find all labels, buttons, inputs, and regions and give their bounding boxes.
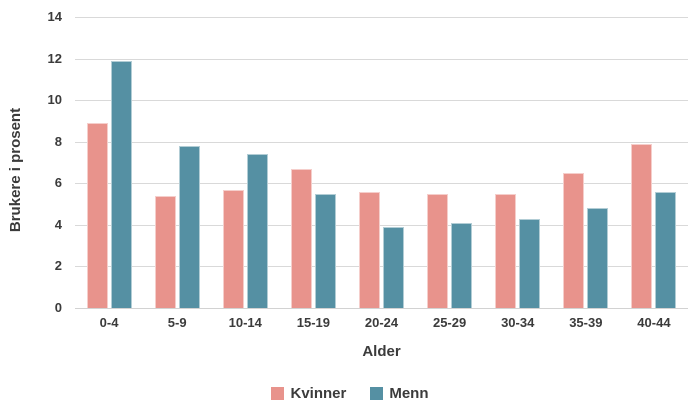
bar-menn-35-39 (587, 208, 609, 308)
y-tick-label: 6 (54, 175, 62, 191)
bar-kvinner-35-39 (563, 172, 585, 308)
bar-kvinner-30-34 (495, 193, 517, 308)
bar-kvinner-15-19 (290, 168, 312, 308)
bar-group-15-19 (279, 17, 347, 308)
x-tick-label: 30-34 (501, 315, 535, 330)
bar-kvinner-25-29 (427, 193, 449, 308)
y-tick-label: 0 (54, 300, 62, 315)
bar-group-40-44 (620, 17, 688, 308)
y-tick-label: 12 (47, 50, 62, 66)
bar-menn-0-4 (110, 60, 132, 308)
legend-swatch-menn (370, 387, 384, 400)
legend-label: Menn (389, 385, 429, 402)
bar-menn-30-34 (519, 218, 541, 308)
x-tick-label: 15-19 (296, 315, 330, 330)
bar-kvinner-0-4 (86, 123, 108, 308)
bar-menn-10-14 (246, 154, 268, 308)
bar-group-20-24 (347, 17, 415, 308)
bar-kvinner-20-24 (358, 191, 380, 308)
x-tick-label: 0-4 (99, 315, 119, 330)
legend-item-kvinner: Kvinner (271, 385, 346, 402)
y-axis: 0 2 4 6 8 10 12 14 (0, 0, 64, 420)
x-tick-label: 20-24 (364, 315, 399, 330)
bar-menn-5-9 (178, 145, 200, 308)
gridline (75, 141, 688, 143)
bar-kvinner-10-14 (222, 189, 244, 308)
bar-group-35-39 (552, 17, 620, 308)
plot-area (75, 17, 688, 309)
x-tick-label: 35-39 (569, 315, 603, 330)
x-tick-label: 5-9 (167, 315, 187, 330)
legend-item-menn: Menn (370, 385, 429, 402)
legend-label: Kvinner (290, 385, 347, 402)
bar-group-10-14 (211, 17, 279, 308)
bar-menn-25-29 (451, 222, 473, 308)
y-tick-label: 4 (54, 216, 62, 232)
bar-menn-40-44 (655, 191, 677, 308)
gridline (75, 100, 688, 102)
bar-menn-15-19 (314, 193, 336, 308)
gridline (75, 224, 688, 226)
x-axis-title: Alder (362, 343, 401, 360)
bar-kvinner-5-9 (154, 195, 176, 308)
legend: Kvinner Menn (0, 385, 700, 402)
y-tick-label: 2 (54, 258, 62, 274)
gridline (75, 183, 688, 185)
y-tick-label: 10 (47, 92, 62, 108)
x-axis: 0-4 5-9 10-14 15-19 20-24 25-29 30-34 35-39 40-4… (75, 315, 688, 330)
y-tick-label: 8 (54, 133, 62, 149)
x-tick-label: 40-44 (637, 315, 671, 330)
bar-group-0-4 (75, 17, 143, 308)
bar-groups (75, 17, 688, 308)
bar-kvinner-40-44 (631, 143, 653, 308)
bar-group-5-9 (143, 17, 211, 308)
bar-group-25-29 (416, 17, 484, 308)
bar-group-30-34 (484, 17, 552, 308)
gridline (75, 266, 688, 268)
gridline (75, 17, 688, 18)
x-tick-label: 10-14 (228, 315, 262, 330)
gridline (75, 58, 688, 60)
x-tick-label: 25-29 (432, 315, 467, 330)
legend-swatch-kvinner (271, 387, 285, 400)
y-tick-label: 14 (47, 9, 62, 24)
bar-menn-20-24 (382, 226, 404, 308)
